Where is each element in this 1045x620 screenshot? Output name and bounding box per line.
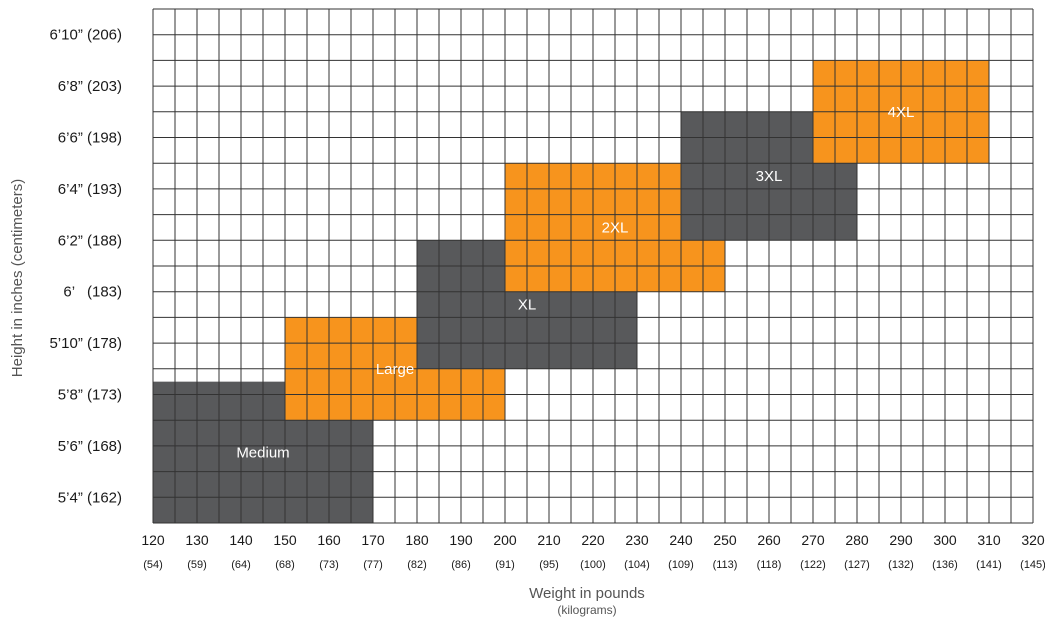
y-tick-label: 6’10” (206)	[49, 27, 122, 44]
y-tick-label: 6’6” (198)	[58, 130, 122, 147]
x-tick-label: 190	[449, 532, 473, 548]
x-tick-label: 200	[493, 532, 517, 548]
size-region-label: Medium	[236, 444, 289, 461]
x-tick-label: 160	[317, 532, 341, 548]
y-tick-label: 5’4” (162)	[58, 489, 122, 506]
x-tick-label: 250	[713, 532, 737, 548]
x-tick-label: 170	[361, 532, 385, 548]
x-tick-sublabel: (77)	[363, 559, 383, 571]
x-tick-sublabel: (91)	[495, 559, 515, 571]
x-tick-label: 310	[977, 532, 1001, 548]
size-region-label: XL	[518, 297, 536, 314]
x-tick-label: 180	[405, 532, 429, 548]
y-tick-label: 5’6” (168)	[58, 438, 122, 455]
y-tick-label: 6’8” (203)	[58, 78, 122, 95]
x-axis-subtitle: (kilograms)	[557, 603, 616, 617]
y-tick-labels: 5’4” (162) 5’6” (168) 5’8” (173) 5’10” (178…	[49, 27, 122, 507]
y-tick-label: 5’10” (178)	[49, 335, 122, 352]
x-tick-label: 270	[801, 532, 825, 548]
x-tick-sublabel: (68)	[275, 559, 295, 571]
x-tick-sublabel: (127)	[844, 559, 870, 571]
x-tick-label: 300	[933, 532, 957, 548]
x-tick-sublabel: (54)	[143, 559, 163, 571]
x-tick-sublabel: (109)	[668, 559, 694, 571]
x-tick-sublabel: (122)	[800, 559, 826, 571]
x-tick-sublabel: (136)	[932, 559, 958, 571]
x-tick-label: 290	[889, 532, 913, 548]
size-region-labels: Medium Large XL 2XL 3XL 4XL	[236, 104, 914, 462]
size-region-label: 3XL	[756, 168, 783, 185]
size-region-label: 4XL	[888, 104, 915, 121]
x-axis-title: Weight in pounds	[529, 585, 645, 602]
x-tick-labels: 120 (54) 130 (59) 140 (64) 150 (68) 160 (73) 170 (7…	[141, 532, 1045, 571]
grid	[152, 8, 1034, 524]
x-tick-label: 120	[141, 532, 165, 548]
x-tick-sublabel: (95)	[539, 559, 559, 571]
x-tick-sublabel: (73)	[319, 559, 339, 571]
x-tick-sublabel: (118)	[757, 559, 782, 571]
y-tick-label: 5’8” (173)	[58, 387, 122, 404]
y-axis-title: Height in inches (centimeters)	[9, 179, 26, 377]
x-tick-sublabel: (64)	[231, 559, 251, 571]
x-tick-sublabel: (141)	[976, 559, 1002, 571]
x-tick-label: 240	[669, 532, 693, 548]
x-tick-label: 140	[229, 532, 253, 548]
x-tick-sublabel: (104)	[624, 559, 650, 571]
x-tick-label: 210	[537, 532, 561, 548]
size-region-label: Large	[376, 361, 414, 378]
x-tick-sublabel: (86)	[451, 559, 471, 571]
x-tick-label: 130	[185, 532, 209, 548]
y-tick-label: 6’ (183)	[63, 284, 122, 301]
x-tick-label: 280	[845, 532, 869, 548]
x-tick-label: 150	[273, 532, 297, 548]
x-tick-sublabel: (100)	[580, 559, 606, 571]
x-tick-sublabel: (145)	[1020, 559, 1045, 571]
x-tick-sublabel: (132)	[888, 559, 914, 571]
x-tick-label: 230	[625, 532, 649, 548]
x-tick-label: 220	[581, 532, 605, 548]
x-tick-sublabel: (113)	[713, 559, 738, 571]
x-tick-sublabel: (82)	[407, 559, 427, 571]
y-tick-label: 6’4” (193)	[58, 181, 122, 198]
y-tick-label: 6’2” (188)	[58, 232, 122, 249]
x-tick-label: 320	[1021, 532, 1045, 548]
x-tick-sublabel: (59)	[187, 559, 207, 571]
x-tick-label: 260	[757, 532, 781, 548]
size-region-label: 2XL	[602, 219, 629, 236]
